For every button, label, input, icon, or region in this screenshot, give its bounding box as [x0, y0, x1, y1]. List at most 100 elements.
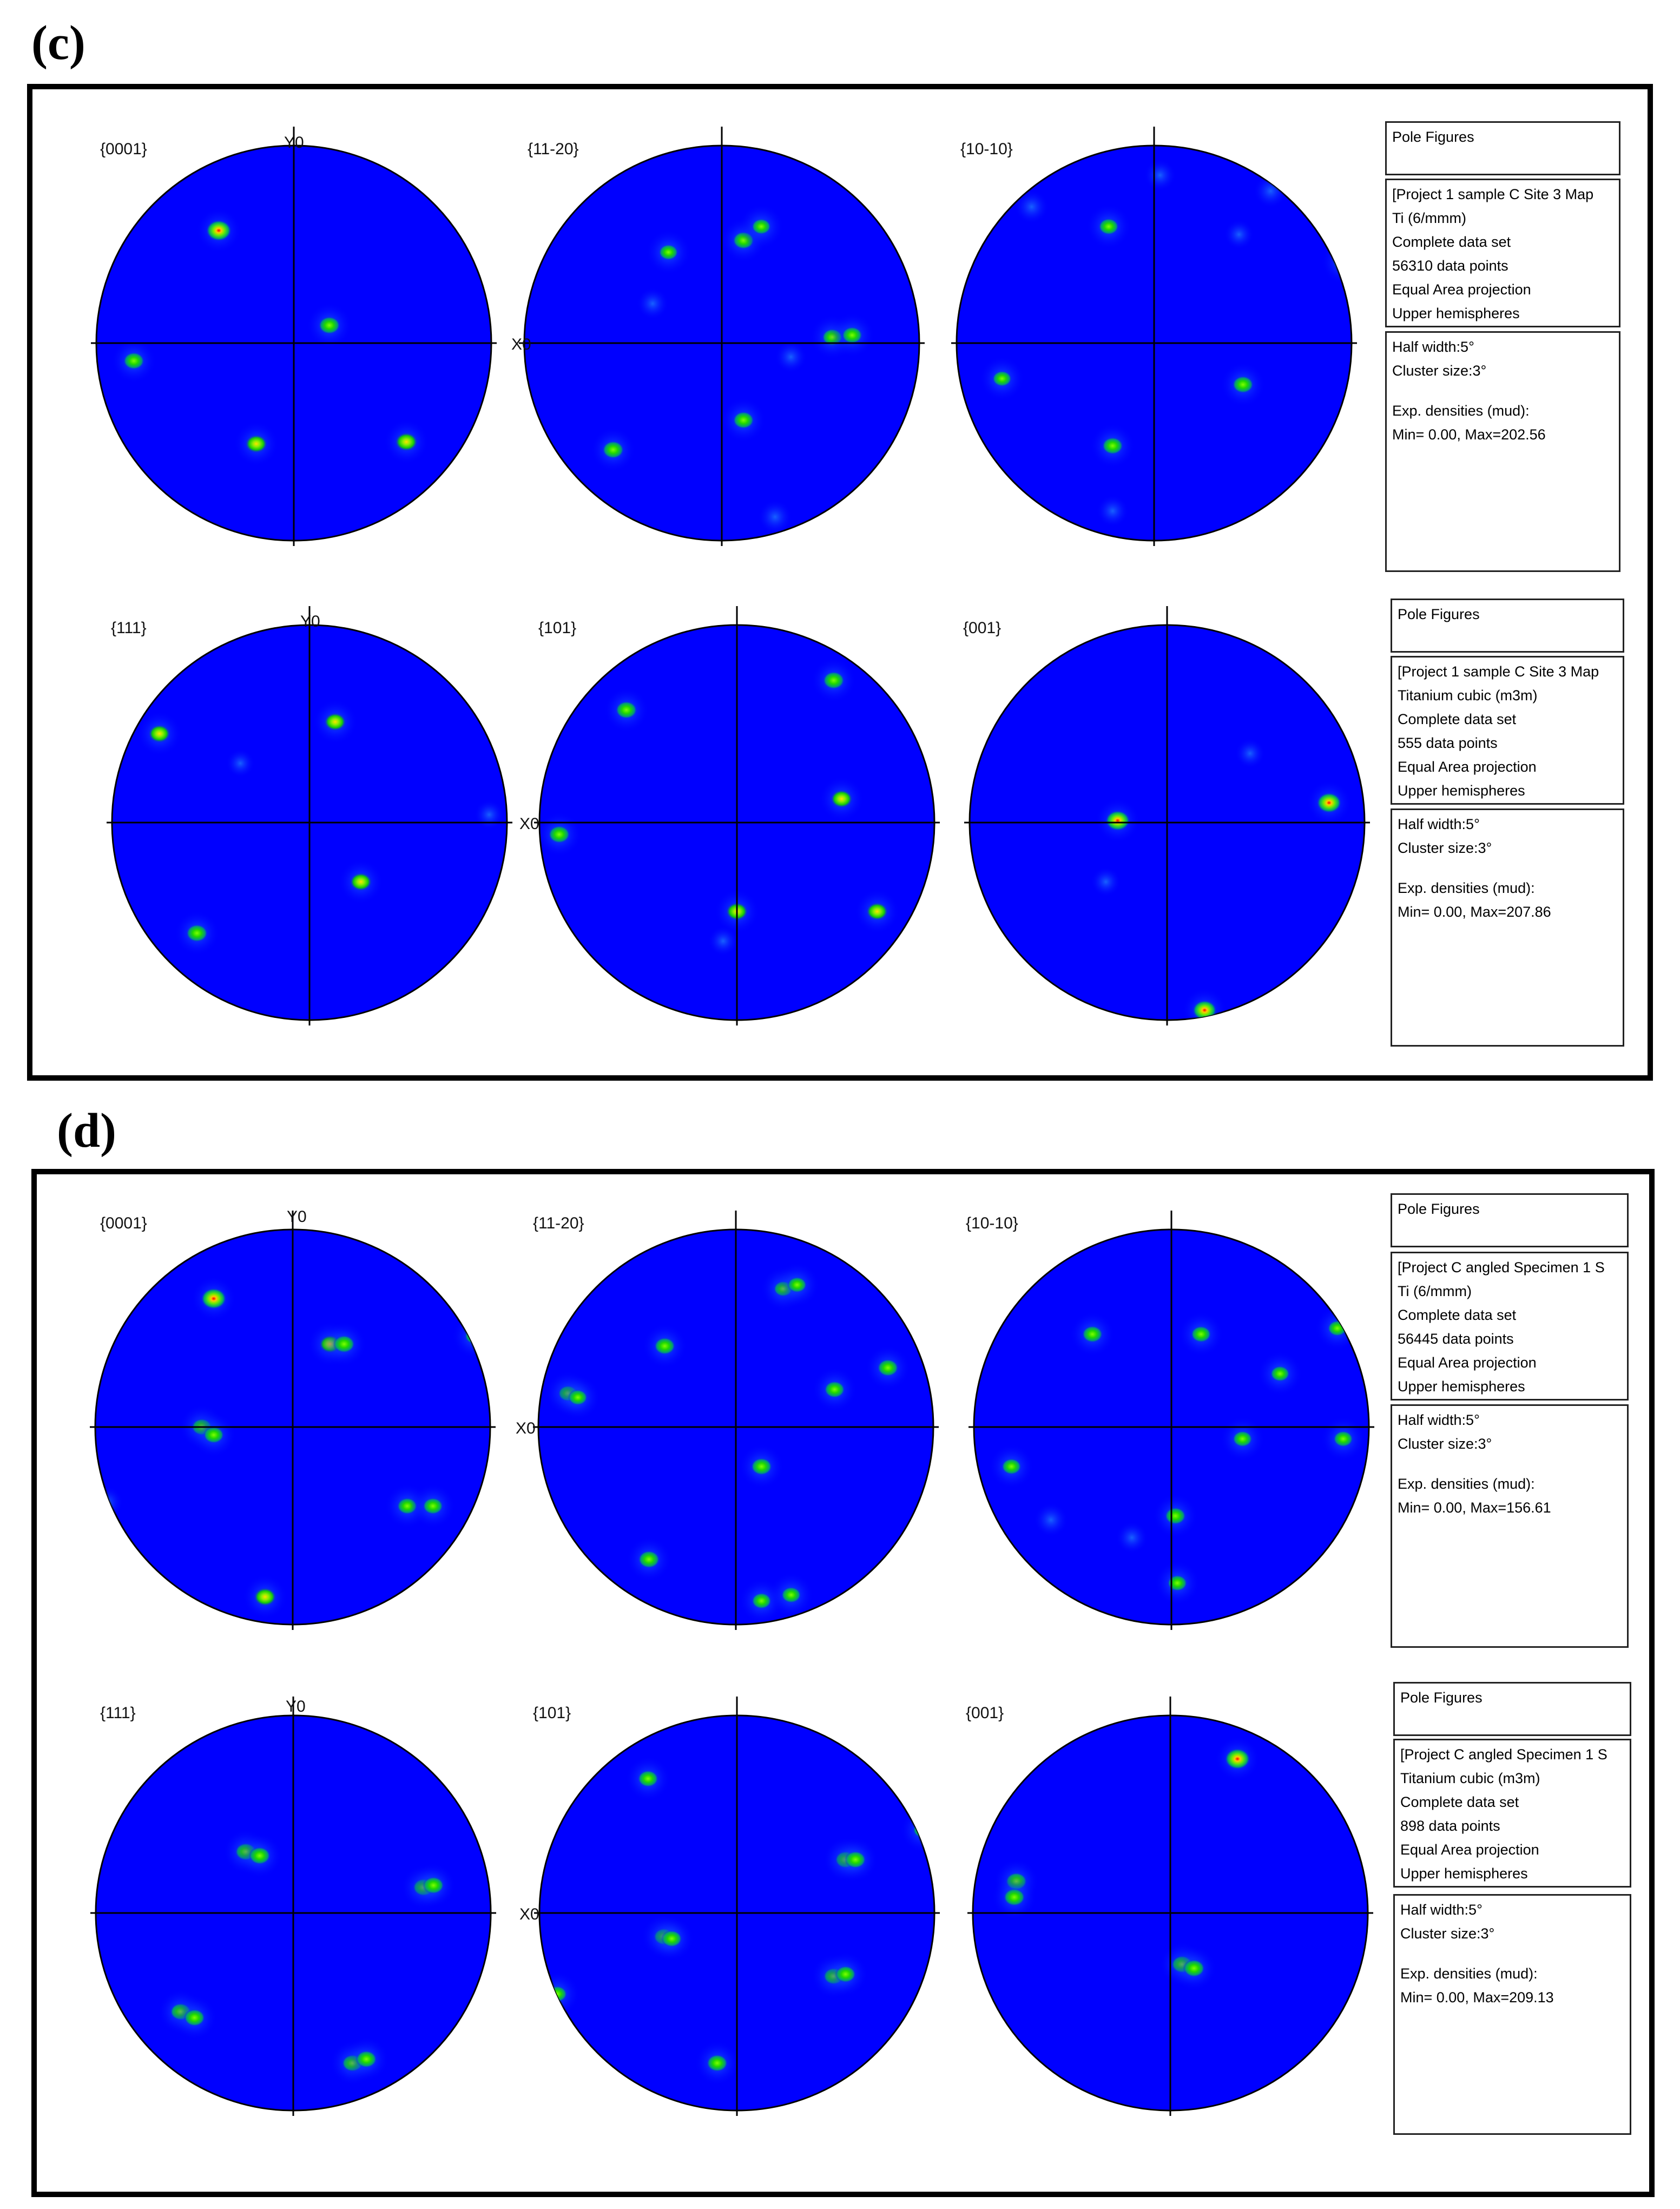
info-line: Ti (6/mmm)	[1398, 1283, 1472, 1299]
legend-info-box: [Project C angled Specimen 1 S Ti (6/mmm…	[1391, 1252, 1629, 1401]
cluster-size: Cluster size:3°	[1392, 363, 1487, 379]
cluster-size: Cluster size:3°	[1398, 840, 1492, 856]
pole-point	[1096, 495, 1129, 528]
pole-point	[1033, 1502, 1069, 1537]
pole-point	[1192, 1000, 1217, 1020]
pole-point	[1224, 1748, 1251, 1770]
cluster-size: Cluster size:3°	[1398, 1436, 1492, 1452]
pole-point-halo	[1321, 239, 1352, 285]
y-axis-label: Y0	[300, 613, 320, 630]
info-line: Complete data set	[1398, 711, 1517, 727]
pole-point	[1223, 219, 1254, 250]
pole-point	[183, 2008, 206, 2027]
info-line: [Project C angled Specimen 1 S	[1400, 1746, 1607, 1763]
pole-point	[318, 316, 341, 335]
min-max: Min= 0.00, Max=156.61	[1398, 1500, 1551, 1516]
pole-point	[751, 1592, 772, 1609]
pole-point	[568, 1389, 588, 1406]
densities-label: Exp. densities (mud):	[1392, 403, 1530, 419]
legend-density-box: Half width:5° Cluster size:3° Exp. densi…	[1391, 1404, 1629, 1648]
pole-figure-0001: {0001}	[91, 127, 497, 546]
pole-point	[658, 244, 678, 261]
legend-title: Pole Figures	[1400, 1689, 1483, 1706]
pole-point	[1333, 253, 1352, 271]
legend-title: Pole Figures	[1398, 1201, 1480, 1217]
pole-figure-101: {101}	[534, 606, 940, 1025]
pole-point	[248, 1846, 271, 1865]
pole-figure-111: {111}	[90, 1697, 496, 2116]
pole-point	[757, 499, 793, 535]
figure-title: {001}	[963, 619, 1001, 637]
pole-point	[637, 1770, 659, 1787]
pole-point	[774, 340, 807, 373]
info-line: 555 data points	[1398, 735, 1498, 751]
pole-point	[830, 790, 853, 808]
pole-point	[706, 2054, 728, 2072]
pole-point	[654, 1337, 676, 1355]
figure-title: {11-20}	[528, 140, 579, 158]
figure-title: {101}	[538, 619, 576, 637]
legend-density-box: Half width:5° Cluster size:3° Exp. densi…	[1393, 1894, 1631, 2135]
info-line: Equal Area projection	[1398, 759, 1537, 775]
pole-point	[1327, 1320, 1348, 1337]
pole-point	[615, 701, 637, 719]
info-line: Ti (6/mmm)	[1392, 210, 1466, 226]
info-line: Complete data set	[1392, 234, 1511, 250]
figure-title: {101}	[533, 1704, 571, 1722]
pole-point	[1001, 1458, 1022, 1475]
pole-point	[602, 441, 624, 459]
pole-point	[877, 1359, 899, 1377]
pole-figure-001: {001}	[966, 1697, 1373, 2116]
info-line: [Project 1 sample C Site 3 Map	[1398, 663, 1599, 680]
half-width: Half width:5°	[1398, 816, 1480, 832]
pole-point	[95, 1485, 123, 1518]
info-line: Upper hemispheres	[1400, 1865, 1528, 1882]
pole-point	[474, 799, 505, 830]
figure-title: {10-10}	[960, 140, 1013, 158]
pole-point	[394, 432, 418, 452]
pole-point	[148, 724, 171, 743]
pole-point-halo	[451, 1313, 490, 1359]
min-max: Min= 0.00, Max=209.13	[1400, 1989, 1554, 2006]
pole-figure-10-10: {10-10}	[951, 127, 1357, 546]
info-line: [Project C angled Specimen 1 S	[1398, 1259, 1605, 1276]
half-width: Half width:5°	[1400, 1902, 1483, 1918]
pole-point	[661, 1930, 683, 1948]
legend-info-box: [Project 1 sample C Site 3 Map Titanium …	[1391, 656, 1624, 805]
pole-point	[1105, 810, 1130, 831]
pole-point	[245, 434, 268, 453]
densities-label: Exp. densities (mud):	[1398, 1476, 1535, 1492]
pole-point	[751, 218, 772, 235]
pole-figure-10-10: {10-10}	[966, 1211, 1374, 1630]
pole-point	[1333, 1533, 1366, 1566]
pole-point	[203, 1426, 225, 1444]
pole-point	[1116, 1521, 1148, 1554]
pole-point	[1316, 792, 1342, 813]
x-axis-label: X0	[511, 336, 531, 353]
x-axis-label: X0	[519, 1905, 539, 1923]
pole-point	[226, 748, 255, 778]
legend-title-box: Pole Figures	[1393, 1682, 1631, 1736]
pole-point	[1232, 1430, 1253, 1448]
pole-point	[547, 1986, 568, 2003]
densities-label: Exp. densities (mud):	[1400, 1965, 1538, 1982]
legend-title-box: Pole Figures	[1391, 1193, 1629, 1247]
x-axis-label: X0	[516, 1419, 536, 1437]
pole-point	[841, 326, 863, 344]
info-line: 56445 data points	[1398, 1331, 1514, 1347]
legend-title: Pole Figures	[1398, 606, 1480, 622]
pole-point	[1183, 1959, 1205, 1978]
pole-point	[206, 219, 232, 241]
pole-point	[1143, 159, 1176, 192]
pole-figure-0001: {0001}	[90, 1211, 496, 1630]
pole-point	[1090, 866, 1121, 897]
info-line: Equal Area projection	[1400, 1842, 1539, 1858]
pole-point	[422, 1497, 444, 1515]
legend-title-box: Pole Figures	[1385, 121, 1620, 175]
pole-point	[912, 1822, 933, 1838]
panel-label-c: (c)	[31, 16, 85, 70]
pole-point	[1270, 1365, 1290, 1382]
pole-point	[845, 1850, 866, 1869]
pole-point	[186, 924, 208, 943]
pole-point	[1235, 738, 1266, 769]
